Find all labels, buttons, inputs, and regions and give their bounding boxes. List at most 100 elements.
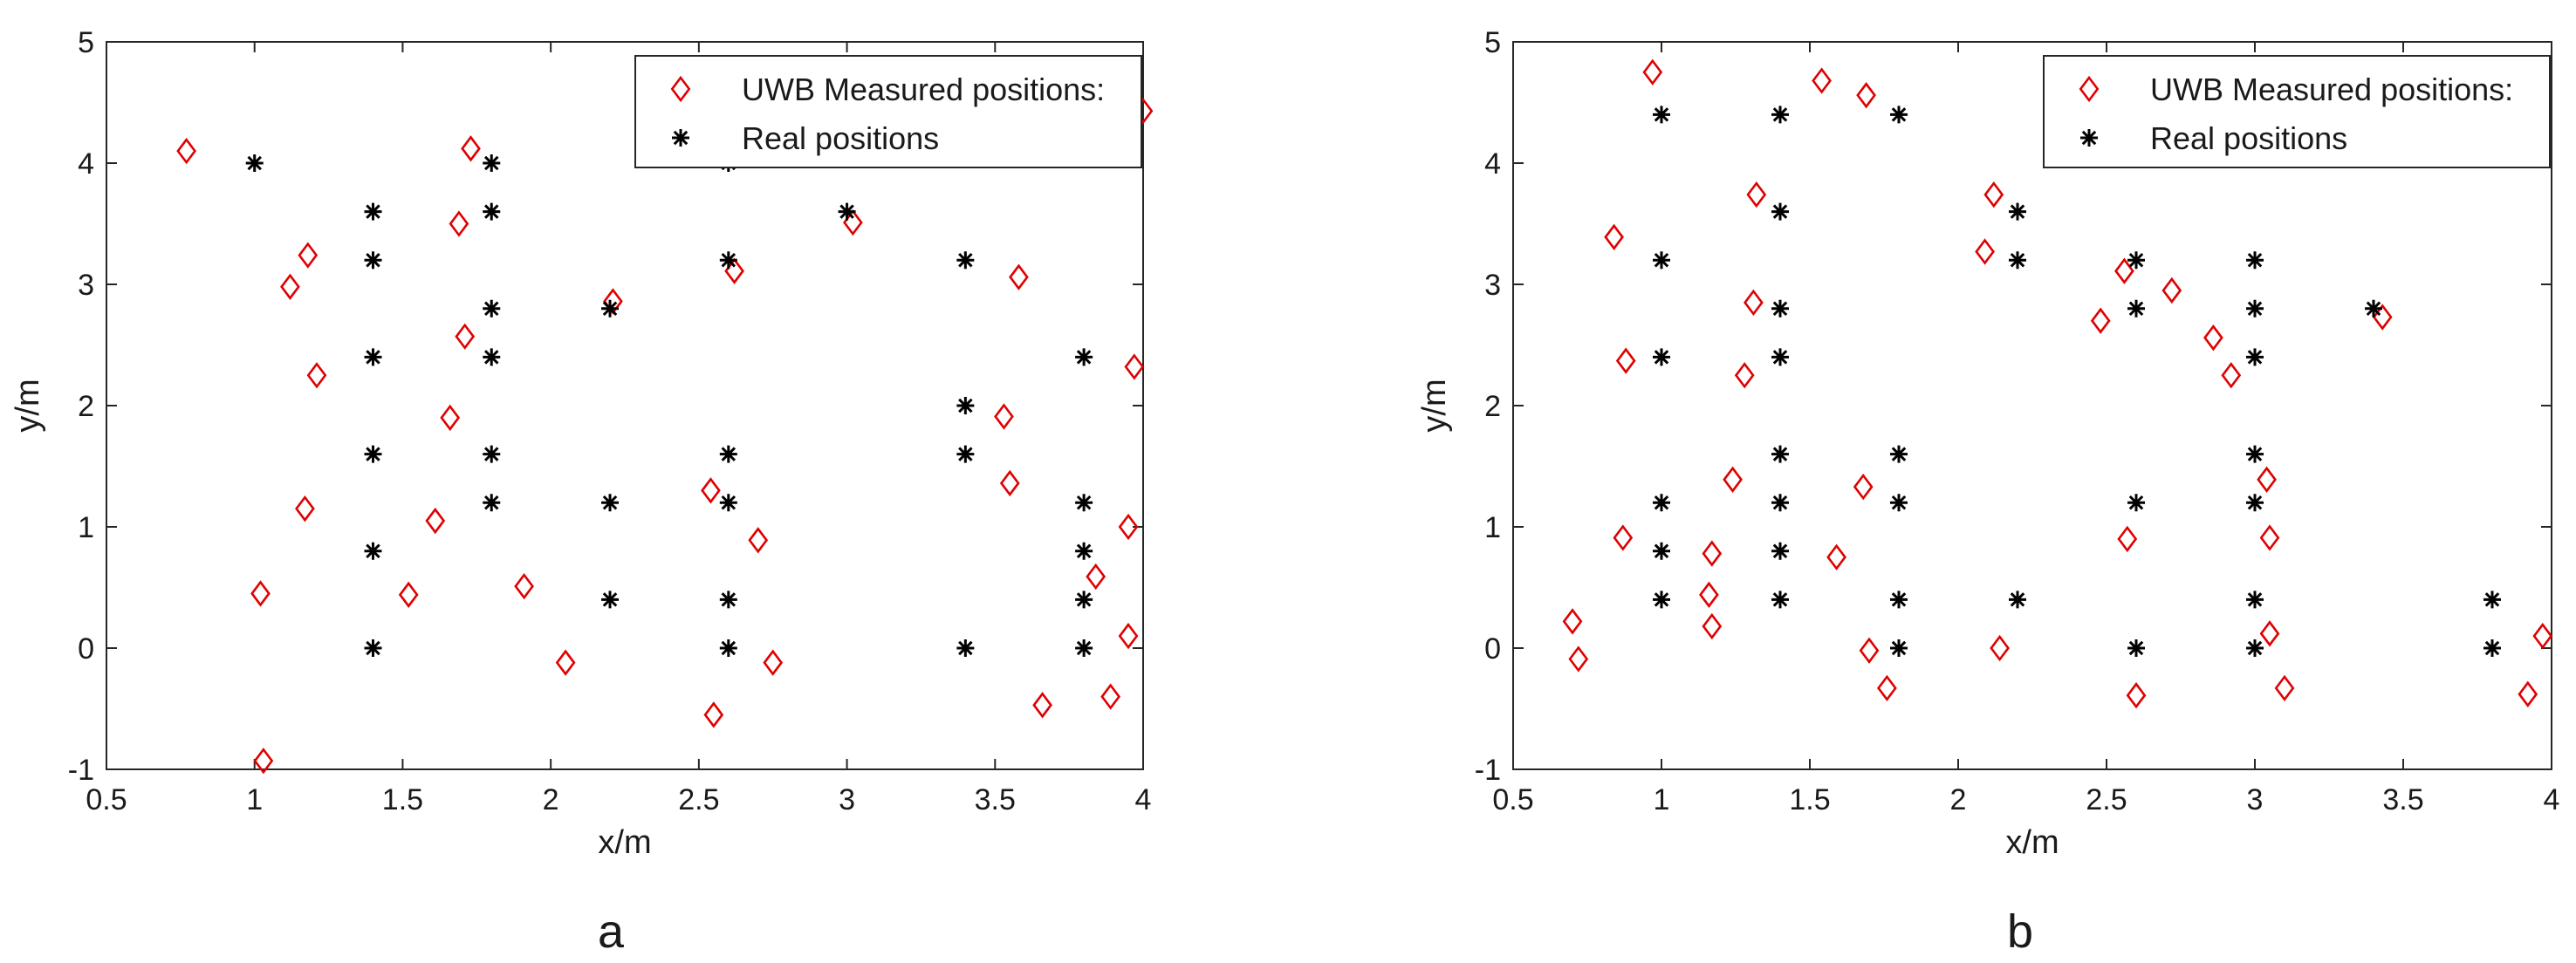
measured-position-marker [2090, 307, 2111, 334]
real-position-marker [364, 639, 382, 657]
legend-box [634, 55, 1142, 168]
real-position-marker [1771, 202, 1789, 221]
y-tick-label: 2 [78, 390, 94, 423]
real-position-marker [719, 639, 737, 657]
real-position-marker [1653, 251, 1670, 270]
real-position-marker [1653, 494, 1670, 512]
real-position-marker [1890, 639, 1908, 657]
x-axis-label: x/m [598, 824, 651, 861]
measured-position-marker [1877, 674, 1897, 702]
measured-position-marker [1826, 543, 1846, 570]
real-position-marker [1075, 494, 1093, 512]
measured-position-marker [1744, 289, 1764, 317]
measured-position-marker [2126, 682, 2147, 709]
measured-position-marker [1032, 692, 1052, 719]
real-position-marker [2127, 639, 2145, 657]
real-position-marker [2484, 639, 2501, 657]
real-position-marker [838, 202, 856, 221]
x-tick-label: 2 [543, 783, 559, 816]
x-tick-label: 4 [2544, 783, 2560, 816]
x-tick-label: 2.5 [678, 783, 719, 816]
measured-position-marker [455, 323, 476, 350]
measured-position-marker [2203, 324, 2223, 352]
measured-position-marker [250, 580, 271, 607]
real-position-marker [1653, 106, 1670, 124]
measured-position-marker [1734, 362, 1755, 389]
real-position-marker [1653, 542, 1670, 560]
real-position-marker [956, 639, 975, 657]
real-position-marker [2009, 591, 2026, 609]
real-position-marker [2365, 299, 2382, 318]
legend-diamond-marker-icon [2079, 75, 2100, 103]
x-tick-label: 1 [1654, 783, 1670, 816]
measured-position-marker [2221, 362, 2242, 389]
x-tick-label: 1 [246, 783, 263, 816]
measured-position-marker [1009, 263, 1029, 290]
legend-diamond-marker-icon [670, 75, 691, 103]
real-position-marker [1771, 494, 1789, 512]
chart-panel-a: 0.5 1 1.5 2 2.5 3 3.5 4 -1 0 1 2 3 4 5 x/m y/m UWB Mea… [10, 26, 1154, 958]
measured-position-marker [1615, 347, 1636, 374]
real-position-marker [1771, 106, 1789, 124]
legend-label-measured: UWB Measured positions: [742, 72, 1105, 107]
real-position-marker [1771, 542, 1789, 560]
real-position-marker [719, 494, 737, 512]
real-position-marker [364, 202, 382, 221]
y-tick-label: 5 [78, 26, 94, 59]
x-tick-label: 3.5 [2382, 783, 2423, 816]
y-tick-label: 5 [1484, 26, 1501, 59]
real-position-marker [956, 397, 975, 414]
legend: UWB Measured positions: Real positions [634, 55, 1142, 168]
measured-position-marker [1568, 645, 1589, 673]
chart-panel-b: 0.5 1 1.5 2 2.5 3 3.5 4 -1 0 1 2 3 4 5 x/m y/m UWB Mea… [1416, 26, 2559, 958]
measured-position-marker [2257, 466, 2277, 493]
x-tick-label: 3.5 [975, 783, 1016, 816]
real-position-marker [719, 445, 737, 463]
axis-ticks: 0.5 1 1.5 2 2.5 3 3.5 4 -1 0 1 2 3 4 5 [1475, 26, 2560, 816]
measured-position-marker [555, 649, 576, 676]
legend-asterisk-marker [672, 129, 689, 147]
real-position-marker [483, 202, 501, 221]
y-tick-label: 3 [78, 269, 94, 302]
real-position-marker [2246, 639, 2264, 657]
legend-diamond-marker [2079, 75, 2100, 103]
legend-asterisk-marker-icon [2080, 129, 2098, 147]
panel-label: b [2007, 905, 2033, 958]
real-position-marker [601, 299, 620, 318]
measured-position-marker [1086, 563, 1106, 591]
x-tick-label: 4 [1135, 783, 1152, 816]
legend-diamond-marker [670, 75, 691, 103]
real-position-marker [1890, 494, 1908, 512]
real-position-marker [1890, 106, 1908, 124]
measured-position-marker [306, 362, 327, 389]
measured-position-marker [994, 403, 1014, 430]
measured-position-marker [701, 477, 721, 504]
measured-position-marker [425, 507, 446, 535]
measured-position-marker [763, 649, 784, 676]
y-tick-label: 1 [1484, 511, 1501, 544]
real-position-marker [956, 251, 975, 270]
measured-position-marker [1702, 540, 1723, 567]
panel-label: a [598, 905, 625, 958]
real-position-marker [2127, 251, 2145, 270]
real-position-marker [719, 251, 737, 270]
measured-position-marker [514, 572, 534, 600]
real-position-marker [1075, 639, 1093, 657]
real-position-marker [2246, 348, 2264, 366]
legend-box [2043, 55, 2551, 168]
real-position-marker [1075, 591, 1093, 609]
y-axis-label: y/m [1416, 379, 1453, 432]
data-marks [176, 98, 1154, 775]
real-position-marker [364, 542, 382, 560]
measured-position-marker [449, 210, 469, 237]
real-position-marker [364, 445, 382, 463]
real-position-marker [1653, 348, 1670, 366]
x-tick-label: 2.5 [2086, 783, 2127, 816]
real-position-marker [2246, 494, 2264, 512]
real-position-marker [1075, 542, 1093, 560]
measured-position-marker [440, 404, 461, 432]
measured-position-marker [1746, 181, 1767, 208]
measured-position-marker [298, 242, 319, 269]
real-position-marker [2484, 591, 2501, 609]
measured-position-marker [1124, 353, 1145, 380]
